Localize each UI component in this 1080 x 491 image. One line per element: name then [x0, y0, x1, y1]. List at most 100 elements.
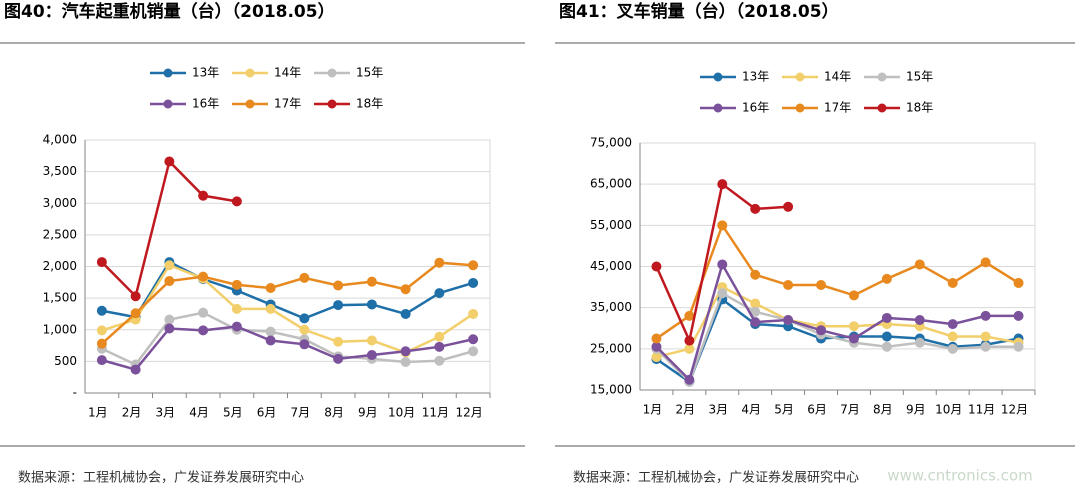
x-tick-label: 5月: [774, 403, 794, 417]
point: [881, 312, 892, 323]
y-tick-label: 500: [54, 354, 77, 368]
point: [164, 156, 175, 167]
point: [231, 196, 242, 207]
point: [914, 337, 925, 348]
x-tick-label: 2月: [122, 406, 142, 420]
series-line: [101, 263, 474, 354]
point: [684, 374, 695, 385]
series-line: [101, 260, 474, 320]
point: [651, 261, 662, 272]
x-tick-label: 2月: [676, 403, 696, 417]
legend-marker: [877, 103, 887, 113]
point: [400, 357, 411, 368]
x-tick-label: 6月: [807, 403, 827, 417]
point: [1013, 310, 1024, 321]
legend-label: 17年: [274, 97, 301, 111]
point: [717, 288, 728, 299]
legend-marker: [327, 99, 337, 109]
point: [299, 272, 310, 283]
x-tick-label: 10月: [388, 406, 415, 420]
x-tick-label: 4月: [741, 403, 761, 417]
point: [947, 331, 958, 342]
point: [333, 353, 344, 364]
x-tick-label: 11月: [968, 403, 995, 417]
point: [96, 355, 107, 366]
legend-marker: [163, 99, 173, 109]
point: [684, 310, 695, 321]
point: [881, 331, 892, 342]
point: [130, 308, 141, 319]
point: [164, 260, 175, 271]
x-tick-label: 12月: [455, 406, 482, 420]
legend-label: 18年: [356, 97, 383, 111]
point: [881, 273, 892, 284]
legend-marker: [245, 99, 255, 109]
legend-label: 15年: [356, 66, 383, 80]
x-tick-label: 5月: [223, 406, 243, 420]
point: [96, 338, 107, 349]
series-line: [655, 222, 1020, 340]
source-note: 数据来源：工程机械协会，广发证券发展研究中心: [573, 470, 859, 486]
legend-marker: [877, 72, 887, 82]
point: [333, 300, 344, 311]
series-line: [655, 297, 1019, 384]
point: [366, 299, 377, 310]
source-note: 数据来源：工程机械协会，广发证券发展研究中心: [18, 470, 304, 486]
watermark: www.cntronics.com: [887, 467, 1032, 485]
point: [980, 341, 991, 352]
point: [881, 341, 892, 352]
point: [434, 288, 445, 299]
y-tick-label: 45,000: [590, 259, 632, 273]
point: [198, 325, 209, 336]
legend-marker: [795, 103, 805, 113]
x-tick-label: 1月: [88, 406, 108, 420]
point: [914, 315, 925, 326]
x-tick-label: 3月: [156, 406, 176, 420]
legend-label: 13年: [192, 66, 219, 80]
x-tick-label: 12月: [1001, 403, 1028, 417]
x-tick-label: 9月: [906, 403, 926, 417]
point: [231, 303, 242, 314]
point: [947, 319, 958, 330]
point: [651, 333, 662, 344]
y-tick-label: 65,000: [590, 177, 632, 191]
point: [198, 271, 209, 282]
series-line: [101, 325, 474, 372]
legend-label: 18年: [906, 101, 933, 115]
point: [130, 291, 141, 302]
point: [434, 341, 445, 352]
point: [198, 307, 209, 318]
point: [816, 280, 827, 291]
series-line: [100, 159, 238, 299]
x-tick-label: 11月: [422, 406, 449, 420]
point: [651, 341, 662, 352]
point: [717, 179, 728, 190]
point: [333, 336, 344, 347]
point: [717, 259, 728, 270]
x-tick-label: 1月: [643, 403, 663, 417]
point: [164, 314, 175, 325]
point: [400, 346, 411, 357]
point: [265, 283, 276, 294]
point: [783, 315, 794, 326]
legend-label: 14年: [824, 70, 851, 84]
series-line: [101, 261, 474, 345]
point: [299, 313, 310, 324]
y-tick-label: 1,500: [43, 291, 77, 305]
legend-label: 15年: [906, 70, 933, 84]
x-tick-label: 8月: [873, 403, 893, 417]
point: [914, 259, 925, 270]
legend-marker: [245, 68, 255, 78]
point: [816, 325, 827, 336]
point: [231, 279, 242, 290]
x-tick-label: 7月: [291, 406, 311, 420]
legend-marker: [163, 68, 173, 78]
point: [468, 334, 479, 345]
point: [164, 323, 175, 334]
point: [651, 352, 662, 363]
chart-title: 图40：汽车起重机销量（台）（2018.05）: [4, 1, 335, 22]
point: [333, 280, 344, 291]
point: [366, 276, 377, 287]
point: [848, 333, 859, 344]
